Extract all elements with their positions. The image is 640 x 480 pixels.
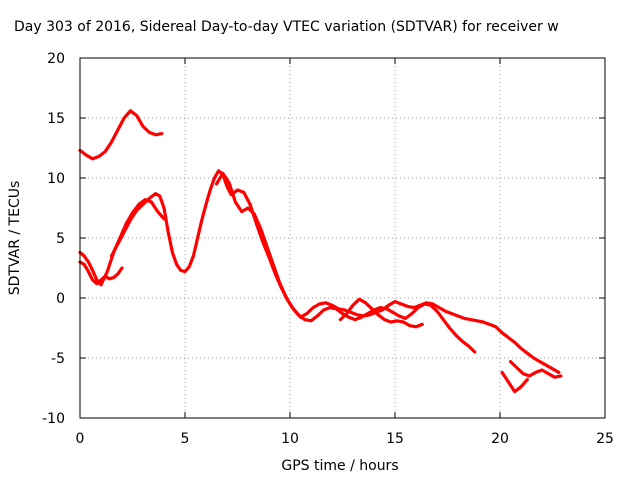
y-tick-label: 5 [56, 231, 65, 247]
y-tick-label: 15 [47, 111, 65, 127]
series-line-4 [109, 169, 561, 374]
x-axis-label: GPS time / hours [281, 458, 398, 474]
series-line-3 [78, 198, 166, 287]
x-tick-label: 0 [76, 431, 85, 447]
series-line-5 [214, 171, 477, 354]
y-tick-label: -10 [42, 411, 65, 427]
series-line-7 [508, 360, 563, 379]
chart-title: Day 303 of 2016, Sidereal Day-to-day VTE… [14, 19, 559, 35]
x-tick-label: 15 [386, 431, 404, 447]
y-tick-label: 10 [47, 171, 65, 187]
y-tick-label: -5 [51, 351, 65, 367]
y-tick-label: 20 [47, 51, 65, 67]
x-tick-label: 10 [281, 431, 299, 447]
series-line-6 [338, 297, 424, 329]
grid [80, 58, 605, 418]
x-axis: 0 5 10 15 20 25 [76, 58, 614, 447]
x-tick-label: 5 [181, 431, 190, 447]
y-axis-label: SDTVAR / TECUs [7, 181, 23, 296]
series-line-8 [500, 370, 529, 394]
y-tick-label: 0 [56, 291, 65, 307]
y-axis: -10 -5 0 5 10 15 20 [42, 51, 605, 427]
series-line-2 [78, 260, 124, 286]
x-tick-label: 25 [596, 431, 614, 447]
plot-frame [79, 57, 606, 419]
series-line-1 [78, 109, 164, 161]
x-tick-label: 20 [491, 431, 509, 447]
series-layer [78, 109, 563, 394]
